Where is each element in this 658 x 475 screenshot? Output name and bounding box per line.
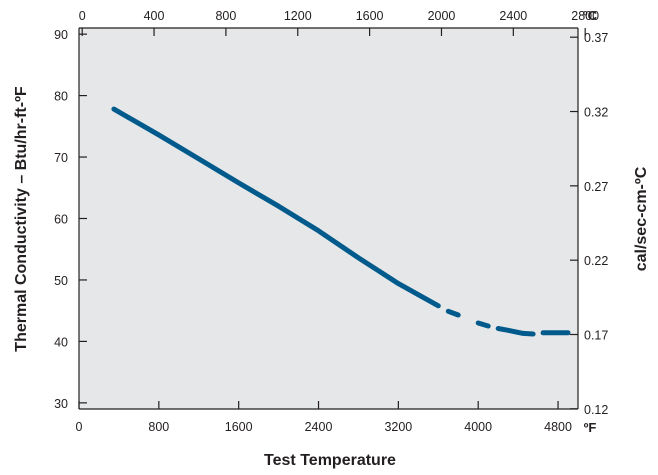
series-line-segment <box>495 326 536 337</box>
x2-tick-label: 800 <box>215 9 236 23</box>
y-tick-label: 40 <box>54 335 68 349</box>
x-tick-label: 4800 <box>544 420 572 434</box>
x-tick-label: 3200 <box>384 420 412 434</box>
x2-tick-label: 2800 <box>571 9 599 23</box>
y2-tick-label: 0.27 <box>584 180 608 194</box>
y2-axis-title: cal/sec-cm-ºC <box>633 166 650 271</box>
y2-tick-label: 0.12 <box>584 403 608 417</box>
x2-tick-label: 2000 <box>428 9 456 23</box>
x-axis-title: Test Temperature <box>264 452 396 469</box>
y-tick-label: 30 <box>54 397 68 411</box>
x2-tick-label: 1200 <box>284 9 312 23</box>
y-tick-label: 70 <box>54 151 68 165</box>
x-unit-label: ºF <box>584 420 597 435</box>
x2-tick-label: 0 <box>79 9 86 23</box>
x2-tick-label: 400 <box>144 9 165 23</box>
x-tick-label: 4000 <box>464 420 492 434</box>
y2-tick-label: 0.32 <box>584 106 608 120</box>
series-line-segment <box>445 308 461 318</box>
y2-tick-label: 0.17 <box>584 329 608 343</box>
x-tick-label: 0 <box>76 420 83 434</box>
series-line-segment <box>475 320 491 329</box>
plot-area <box>79 28 578 409</box>
y-tick-label: 50 <box>54 274 68 288</box>
x-tick-label: 2400 <box>305 420 333 434</box>
y-tick-label: 60 <box>54 213 68 227</box>
y-tick-label: 80 <box>54 90 68 104</box>
x2-unit-label: ºC <box>583 8 598 23</box>
series-layer <box>111 106 571 337</box>
y-axis-title: Thermal Conductivity – Btu/hr-ft-ºF <box>13 86 30 352</box>
y2-tick-label: 0.22 <box>584 254 608 268</box>
x2-tick-label: 2400 <box>499 9 527 23</box>
y2-tick-label: 0.37 <box>584 31 608 45</box>
x-tick-label: 1600 <box>225 420 253 434</box>
series-line-segment <box>111 106 441 309</box>
x-tick-label: 800 <box>148 420 169 434</box>
y-tick-label: 90 <box>54 28 68 42</box>
x2-tick-label: 1600 <box>356 9 384 23</box>
ticks-layer: 0 800 1600 2400 3200 4000 4800 0 400 800 1200 1600 2… <box>54 9 608 434</box>
